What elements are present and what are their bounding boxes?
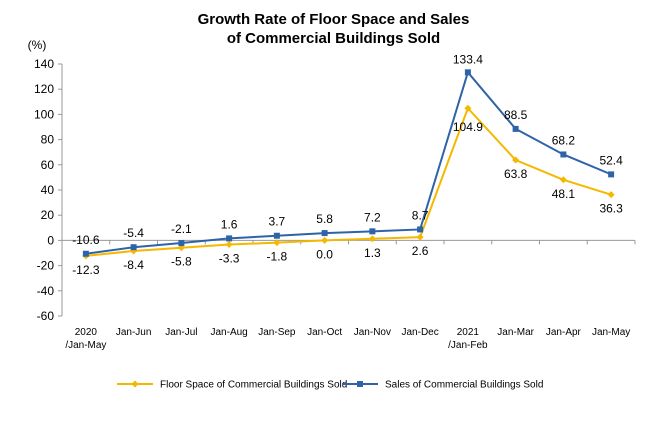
floor-space-point	[225, 241, 233, 249]
y-tick-label: 40	[41, 183, 55, 197]
y-tick-label: -20	[37, 259, 55, 273]
legend-sales: Sales of Commercial Buildings Sold	[342, 380, 543, 391]
y-tick-label: 120	[34, 82, 54, 96]
floor-space-point	[416, 233, 424, 241]
floor-space-data-label: 0.0	[316, 247, 333, 261]
sales-point	[321, 230, 328, 237]
x-tick-label: Jan-Aug	[211, 327, 248, 338]
y-axis-unit: (%)	[28, 38, 47, 52]
floor-space-data-label: 63.8	[504, 167, 528, 181]
y-tick-label: -60	[37, 309, 55, 323]
sales-data-label: 1.6	[221, 217, 238, 231]
x-tick-label: Jan-Sep	[258, 327, 296, 338]
y-tick-label: 20	[41, 208, 55, 222]
y-tick-label: 80	[41, 133, 55, 147]
chart-title: Growth Rate of Floor Space and Sales of …	[0, 10, 667, 48]
floor-space-data-label: -5.8	[171, 255, 192, 269]
legend-marker	[131, 380, 139, 388]
floor-space-data-label: -8.4	[123, 258, 144, 272]
legend-floor-space: Floor Space of Commercial Buildings Sold	[117, 380, 347, 391]
x-tick-label: Jan-Dec	[402, 327, 439, 338]
x-tick-label: Jan-Jul	[165, 327, 197, 338]
sales-data-label: 133.4	[453, 52, 483, 66]
sales-point	[273, 232, 280, 239]
chart-title-line-1: Growth Rate of Floor Space and Sales	[197, 11, 470, 28]
floor-space-point	[464, 104, 472, 112]
y-tick-label: 140	[34, 57, 54, 71]
sales-data-label: -2.1	[171, 222, 192, 236]
floor-space-data-label: 104.9	[453, 120, 483, 134]
x-tick-label: Jan-Mar	[497, 327, 534, 338]
sales-series-line	[85, 70, 612, 255]
floor-space-point	[512, 156, 520, 164]
sales-point	[130, 244, 137, 251]
floor-space-data-label: 1.3	[364, 246, 381, 260]
sales-point	[464, 69, 471, 76]
sales-data-label: 3.7	[269, 215, 286, 229]
legend-marker	[357, 381, 363, 387]
x-tick-label: Jan-Nov	[354, 327, 391, 338]
floor-space-data-label: -3.3	[219, 252, 240, 266]
y-tick-label: 60	[41, 158, 55, 172]
floor-space-point	[368, 235, 376, 243]
sales-data-label: 88.5	[504, 108, 528, 122]
x-tick-label: Jan-May	[592, 327, 630, 338]
floor-space-data-label: -12.3	[72, 263, 100, 277]
y-tick-label: 100	[34, 107, 54, 121]
x-tick-label: Jan-Apr	[546, 327, 582, 338]
sales-point	[82, 250, 89, 257]
sales-point	[226, 235, 233, 242]
x-tick-label: 2021/Jan-Feb	[448, 327, 488, 351]
sales-point	[178, 240, 185, 247]
sales-data-label: 7.2	[364, 210, 381, 224]
floor-space-point	[607, 191, 615, 199]
chart-title-line-2: of Commercial Buildings Sold	[226, 30, 441, 47]
floor-space-data-label: 48.1	[552, 187, 576, 201]
y-tick-label: -40	[37, 284, 55, 298]
sales-data-label: 68.2	[552, 133, 576, 147]
sales-data-label: 5.8	[316, 212, 333, 226]
floor-space-point	[273, 239, 281, 247]
x-tick-label: Jan-Oct	[307, 327, 342, 338]
x-tick-label: Jan-Jun	[116, 327, 152, 338]
legend-label: Floor Space of Commercial Buildings Sold	[160, 380, 347, 391]
sales-point	[417, 226, 424, 233]
x-tick-label: 2020/Jan-May	[65, 327, 106, 351]
sales-point	[369, 228, 376, 235]
sales-data-label: 52.4	[599, 153, 623, 167]
sales-point	[608, 171, 615, 178]
sales-point	[512, 125, 519, 132]
floor-space-point	[321, 236, 329, 244]
sales-data-label: -10.6	[72, 233, 100, 247]
floor-space-point	[559, 176, 567, 184]
floor-space-series-line	[85, 106, 612, 257]
sales-data-label: 8.7	[412, 208, 429, 222]
sales-data-label: -5.4	[123, 226, 144, 240]
sales-point	[560, 151, 567, 158]
legend-label: Sales of Commercial Buildings Sold	[385, 380, 543, 391]
floor-space-data-label: 2.6	[412, 244, 429, 258]
y-tick-label: 0	[47, 233, 54, 247]
floor-space-data-label: 36.3	[599, 202, 623, 216]
floor-space-data-label: -1.8	[267, 250, 288, 264]
